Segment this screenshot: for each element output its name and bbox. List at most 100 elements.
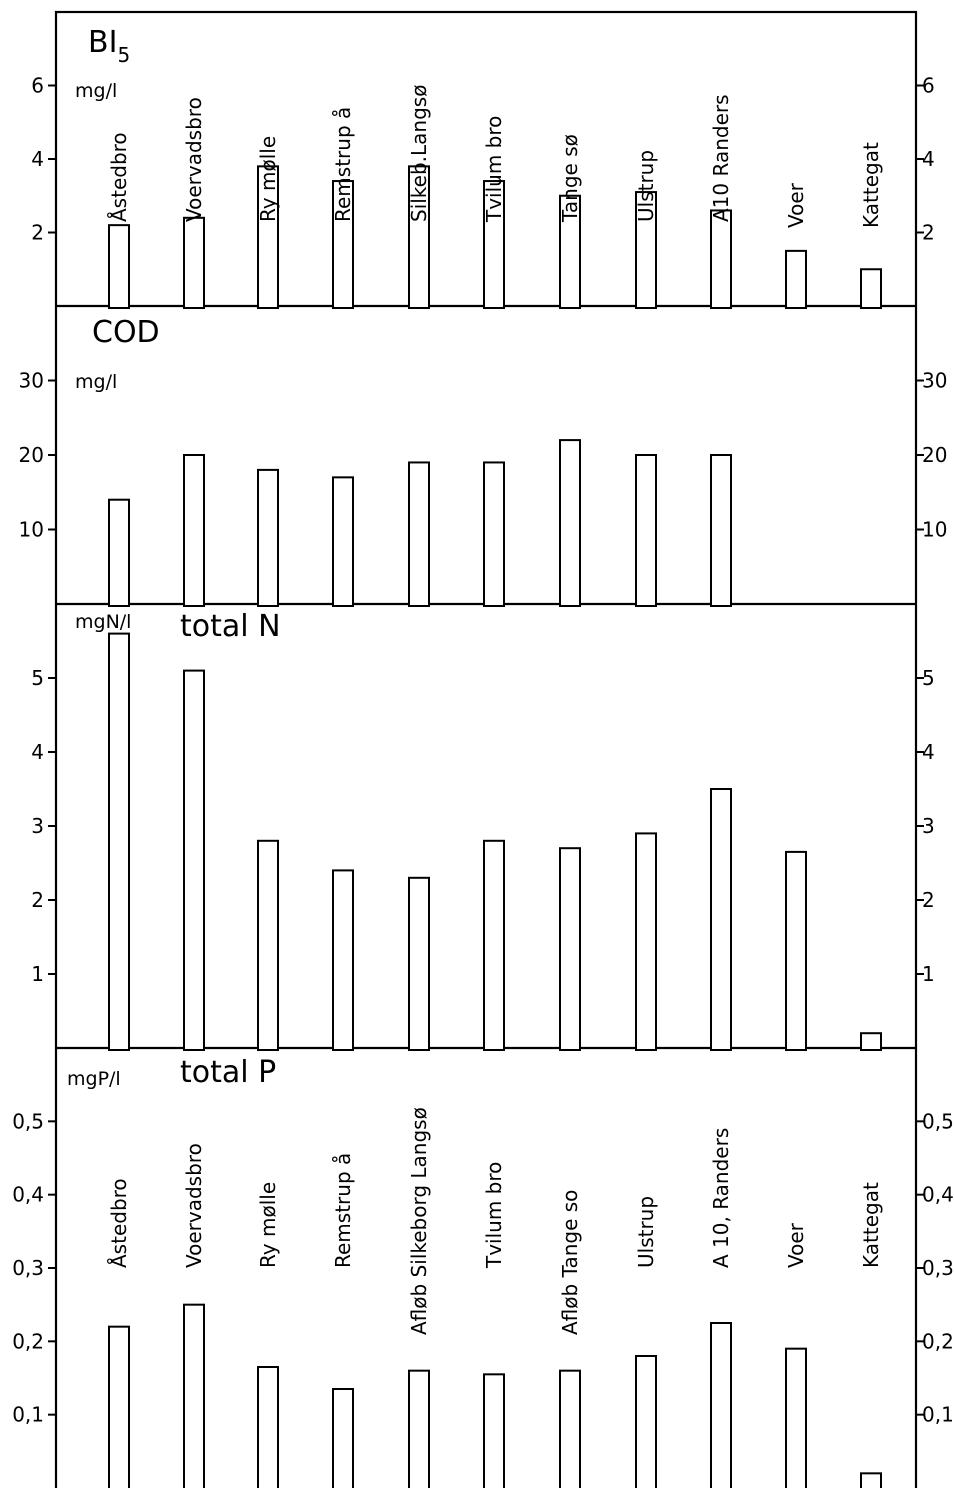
bar-1	[108, 498, 130, 608]
bar-8	[635, 832, 657, 1052]
bar-5	[408, 1369, 430, 1488]
bar-6	[483, 1373, 505, 1488]
category-label: Ry mølle	[256, 136, 280, 222]
category-label: A 10, Randers	[709, 1128, 733, 1268]
bar-8	[635, 191, 657, 309]
right-tick-label: 20	[922, 443, 947, 467]
category-label: Tvilum bro	[482, 1162, 506, 1269]
left-tick-label: 3	[31, 814, 44, 838]
left-tick-label: 4	[31, 740, 44, 764]
bar-2	[183, 1303, 205, 1488]
right-tick-label: 0,3	[922, 1256, 954, 1280]
bar-6	[483, 461, 505, 608]
bar-5	[408, 876, 430, 1051]
left-tick-label: 0,4	[12, 1183, 44, 1207]
bar-2	[183, 669, 205, 1051]
category-label: Voer	[784, 182, 808, 228]
bar-4	[332, 180, 354, 309]
panel-4: 0,1 0,1 0,2 0,2 0,3 0,3 0,4 0,4 0,5 0,5 mgP/l total…	[12, 1055, 954, 1488]
bar-3	[257, 1366, 279, 1488]
left-tick-label: 2	[31, 888, 44, 912]
bar-3	[257, 839, 279, 1051]
bar-7	[559, 1369, 581, 1488]
bar-9	[710, 209, 732, 309]
panel-title: total N	[180, 609, 281, 644]
category-label: Ry mølle	[256, 1182, 280, 1268]
category-label: Tange sø	[558, 134, 582, 223]
category-label: A10 Randers	[709, 94, 733, 222]
bar-7	[559, 439, 581, 607]
bar-8	[635, 1355, 657, 1488]
left-tick-label: 10	[19, 518, 44, 542]
bar-10	[785, 850, 807, 1052]
left-tick-label: 2	[31, 221, 44, 245]
category-label: Ulstrup	[634, 1196, 658, 1268]
bar-9	[710, 1322, 732, 1488]
bar-9	[710, 454, 732, 607]
left-tick-label: 0,2	[12, 1329, 44, 1353]
category-label: Remstrup å	[331, 107, 355, 222]
right-tick-label: 4	[922, 740, 935, 764]
unit-label: mg/l	[75, 371, 117, 393]
bar-6	[483, 180, 505, 309]
category-label: Tvilum bro	[482, 116, 506, 223]
panel-3: 1 1 2 2 3 3 4 4 5 5 mgN/l total N	[31, 609, 935, 1052]
bar-5	[408, 461, 430, 608]
bar-10	[785, 1347, 807, 1488]
right-tick-label: 0,2	[922, 1329, 954, 1353]
unit-label: mg/l	[75, 80, 117, 102]
panel-title: COD	[92, 315, 160, 350]
bar-1	[108, 1325, 130, 1488]
category-label: Åstedbro	[107, 132, 131, 222]
bar-4	[332, 476, 354, 607]
left-tick-label: 5	[31, 666, 44, 690]
bar-9	[710, 788, 732, 1051]
unit-label: mgP/l	[67, 1068, 121, 1090]
right-tick-label: 6	[922, 74, 935, 98]
category-label: Åstedbro	[107, 1178, 131, 1268]
bar-11	[860, 268, 882, 309]
bar-3	[257, 165, 279, 309]
left-tick-label: 30	[19, 369, 44, 393]
bar-8	[635, 454, 657, 607]
left-tick-label: 1	[31, 962, 44, 986]
right-tick-label: 5	[922, 666, 935, 690]
panel-1: 2 2 4 4 6 6 mg/l BI5 Åstedbro Voervadsbro Ry mølle…	[31, 25, 935, 309]
panel-2: 10 10 20 20 30 30 mg/l COD	[19, 315, 947, 608]
bar-7	[559, 847, 581, 1052]
bar-4	[332, 869, 354, 1052]
category-label: Remstrup å	[331, 1153, 355, 1268]
category-label: Silkeb.Langsø	[407, 85, 431, 222]
bar-1	[108, 632, 130, 1051]
left-tick-label: 6	[31, 74, 44, 98]
bar-2	[183, 454, 205, 607]
category-label: Kattegat	[859, 1182, 883, 1268]
bar-11	[860, 1472, 882, 1488]
bar-10	[785, 249, 807, 309]
left-tick-label: 0,3	[12, 1256, 44, 1280]
left-tick-label: 4	[31, 147, 44, 171]
chart-panels: 2 2 4 4 6 6 mg/l BI5 Åstedbro Voervadsbro Ry mølle…	[12, 10, 954, 1488]
left-tick-label: 20	[19, 443, 44, 467]
left-tick-label: 0,5	[12, 1109, 44, 1133]
category-label: Voervadsbro	[182, 1143, 206, 1268]
unit-label: mgN/l	[75, 611, 131, 633]
right-tick-label: 0,4	[922, 1183, 954, 1207]
panel-title: total P	[180, 1055, 276, 1090]
bar-1	[108, 224, 130, 309]
right-tick-label: 0,1	[922, 1403, 954, 1427]
right-tick-label: 4	[922, 147, 935, 171]
right-tick-label: 3	[922, 814, 935, 838]
category-label: Afløb Silkeborg Langsø	[407, 1107, 431, 1335]
bar-4	[332, 1388, 354, 1488]
panel-title: BI5	[88, 25, 130, 67]
category-label: Afløb Tange so	[558, 1190, 582, 1335]
category-label: Voer	[784, 1222, 808, 1268]
right-tick-label: 30	[922, 369, 947, 393]
category-label: Voervadsbro	[182, 97, 206, 222]
right-tick-label: 1	[922, 962, 935, 986]
right-tick-label: 10	[922, 518, 947, 542]
right-tick-label: 2	[922, 888, 935, 912]
bar-5	[408, 165, 430, 309]
